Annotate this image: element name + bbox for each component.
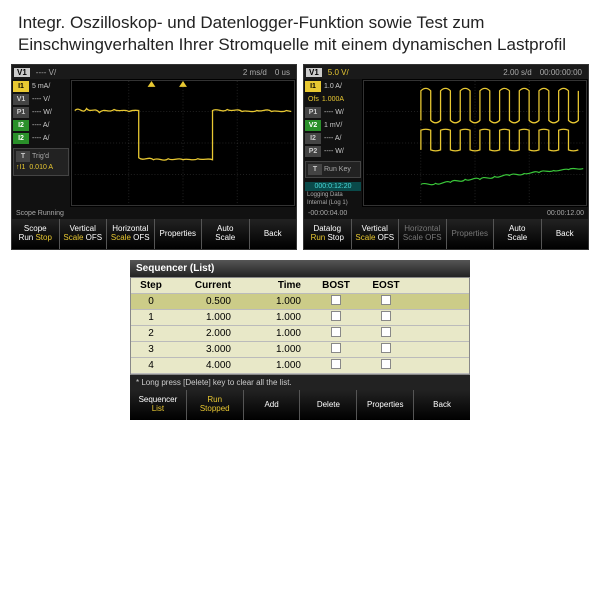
channel-row[interactable]: Ofs1.000A [305, 93, 361, 105]
seq-head-bost: BOST [311, 280, 361, 291]
scope2-topbar: V1 5.0 V/ 2.00 s/d 00:00:00:00 [304, 65, 588, 79]
scope1-trigger-box: TTrig'd↑I10.010 A [13, 148, 69, 176]
bost-checkbox[interactable] [331, 343, 341, 353]
seq-head-step: Step [131, 280, 171, 291]
sequencer-row[interactable]: 11.0001.000 [131, 310, 469, 326]
run-mode-box: TRun Key [305, 161, 361, 178]
menu-button[interactable]: Properties [447, 219, 495, 249]
menu-button[interactable]: Back [414, 390, 470, 420]
sequencer-menu-bar: SequencerListRunStoppedAddDeleteProperti… [130, 390, 470, 420]
menu-button[interactable]: RunStopped [187, 390, 244, 420]
scope1-menu-bar: ScopeRun StopVerticalScale OFSHorizontal… [12, 219, 296, 249]
bost-checkbox[interactable] [331, 295, 341, 305]
menu-button[interactable]: AutoScale [494, 219, 542, 249]
scope-panel-2: V1 5.0 V/ 2.00 s/d 00:00:00:00 I11.0 A/O… [303, 64, 589, 250]
channel-row[interactable]: V1---- V/ [13, 93, 69, 105]
channel-row[interactable]: I2---- A/ [13, 132, 69, 144]
scope1-v-scale: ---- V/ [36, 68, 56, 77]
menu-button[interactable]: Properties [357, 390, 414, 420]
menu-button[interactable]: Delete [300, 390, 357, 420]
channel-row[interactable]: I2---- A/ [13, 119, 69, 131]
channel-row[interactable]: P2---- W/ [305, 145, 361, 157]
eost-checkbox[interactable] [381, 343, 391, 353]
sequencer-row[interactable]: 00.5001.000 [131, 294, 469, 310]
bost-checkbox[interactable] [331, 311, 341, 321]
menu-button[interactable]: DatalogRun Stop [304, 219, 352, 249]
channel-row[interactable]: I15 mA/ [13, 80, 69, 92]
scope1-timebase: 2 ms/d [243, 68, 267, 77]
scope1-status-text: Scope Running [16, 210, 64, 217]
channel-row[interactable]: P1---- W/ [13, 106, 69, 118]
channel-row[interactable]: I11.0 A/ [305, 80, 361, 92]
menu-button[interactable]: SequencerList [130, 390, 187, 420]
channel-row[interactable]: P1---- W/ [305, 106, 361, 118]
scope2-v-badge: V1 [306, 68, 322, 77]
scope2-time: 00:00:00:00 [540, 68, 582, 77]
sequencer-title: Sequencer (List) [130, 260, 470, 277]
scope2-menu-bar: DatalogRun StopVerticalScale OFSHorizont… [304, 219, 588, 249]
scope1-status-bar: Scope Running [12, 207, 296, 219]
menu-button[interactable]: VerticalScale OFS [352, 219, 400, 249]
sequencer-table[interactable]: Step Current Time BOST EOST 00.5001.0001… [130, 277, 470, 375]
menu-button[interactable]: AutoScale [202, 219, 250, 249]
seq-head-eost: EOST [361, 280, 411, 291]
headline-text: Integr. Oszilloskop- und Datenlogger-Fun… [0, 0, 600, 64]
bost-checkbox[interactable] [331, 327, 341, 337]
menu-button[interactable]: Back [250, 219, 297, 249]
scope2-status-right: 00:00:12.00 [547, 210, 584, 217]
menu-button[interactable]: HorizontalScale OFS [399, 219, 447, 249]
menu-button[interactable]: Properties [155, 219, 203, 249]
scope2-timebase: 2.00 s/d [503, 68, 531, 77]
logging-box: 000:0:12:20Logging DataInternal (Log 1) [305, 182, 361, 207]
channel-row[interactable]: I2---- A/ [305, 132, 361, 144]
menu-button[interactable]: Add [244, 390, 301, 420]
scope2-channel-list: I11.0 A/Ofs1.000AP1---- W/V21 mV/I2---- … [304, 79, 362, 207]
scope2-waveform-plot[interactable] [363, 80, 587, 206]
bost-checkbox[interactable] [331, 359, 341, 369]
eost-checkbox[interactable] [381, 327, 391, 337]
scope1-v-badge: V1 [14, 68, 30, 77]
scope2-status-left: -00:00:04.00 [308, 210, 347, 217]
scope1-topbar: V1 ---- V/ 2 ms/d 0 us [12, 65, 296, 79]
menu-button[interactable]: ScopeRun Stop [12, 219, 60, 249]
scope1-offset: 0 us [275, 68, 290, 77]
sequencer-panel: Sequencer (List) Step Current Time BOST … [130, 260, 470, 420]
eost-checkbox[interactable] [381, 295, 391, 305]
eost-checkbox[interactable] [381, 311, 391, 321]
scope2-v-scale: 5.0 V/ [328, 68, 349, 77]
channel-row[interactable]: V21 mV/ [305, 119, 361, 131]
sequencer-row[interactable]: 33.0001.000 [131, 342, 469, 358]
seq-head-time: Time [241, 280, 311, 291]
eost-checkbox[interactable] [381, 359, 391, 369]
sequencer-row[interactable]: 44.0001.000 [131, 358, 469, 374]
scope-panel-1: V1 ---- V/ 2 ms/d 0 us I15 mA/V1---- V/P… [11, 64, 297, 250]
menu-button[interactable]: Back [542, 219, 589, 249]
menu-button[interactable]: VerticalScale OFS [60, 219, 108, 249]
scope1-channel-list: I15 mA/V1---- V/P1---- W/I2---- A/I2----… [12, 79, 70, 207]
scope1-waveform-plot[interactable] [71, 80, 295, 206]
menu-button[interactable]: HorizontalScale OFS [107, 219, 155, 249]
scope2-status-bar: -00:00:04.00 00:00:12.00 [304, 207, 588, 219]
sequencer-hint: * Long press [Delete] key to clear all t… [130, 375, 470, 390]
sequencer-row[interactable]: 22.0001.000 [131, 326, 469, 342]
sequencer-header-row: Step Current Time BOST EOST [131, 278, 469, 294]
seq-head-current: Current [171, 280, 241, 291]
